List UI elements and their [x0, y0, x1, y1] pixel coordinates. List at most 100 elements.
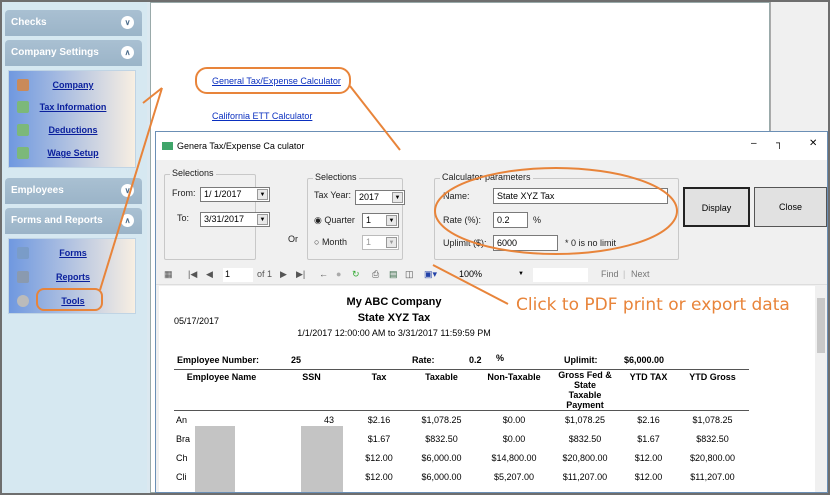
table-cell: $1,078.25	[564, 415, 606, 426]
chevron-down-icon[interactable]: ∨	[121, 16, 134, 29]
sidebar-item-tools[interactable]: Tools	[9, 293, 137, 311]
highlight-params	[434, 167, 678, 255]
tools-link[interactable]: Tools	[61, 296, 85, 306]
tax-year-value: 2017	[359, 192, 380, 202]
find-next-button[interactable]: Next	[631, 269, 650, 279]
group-legend: Selections	[170, 168, 216, 178]
dropdown-arrow-icon: ▼	[386, 237, 397, 248]
quarter-select[interactable]: 1 ▼	[362, 213, 399, 228]
reports-link[interactable]: Reports	[55, 272, 90, 282]
print-icon[interactable]: ⎙	[372, 269, 380, 279]
chevron-up-icon[interactable]: ∧	[121, 214, 134, 227]
forms-link[interactable]: Forms	[59, 248, 87, 258]
group-legend: Selections	[313, 172, 359, 182]
section-checks[interactable]: Checks ∨	[5, 10, 142, 36]
report-scrollbar[interactable]	[815, 286, 827, 492]
quarter-label: Quarter	[324, 215, 355, 225]
table-cell: $0.00	[502, 434, 526, 444]
employee-number: 25	[291, 355, 302, 365]
toggle-map-icon[interactable]: ▦	[164, 269, 173, 279]
rate-unit: %	[496, 353, 505, 363]
quarter-radio[interactable]: ◉ Quarter	[314, 215, 355, 225]
section-company-settings[interactable]: Company Settings ∧	[5, 40, 142, 66]
quarter-value: 1	[366, 215, 372, 225]
sidebar-item-tax-information[interactable]: Tax Information	[9, 99, 137, 117]
rate-input[interactable]: 0.2	[493, 212, 528, 228]
column-header: Taxable	[425, 372, 458, 382]
sidebar-item-forms[interactable]: Forms	[9, 245, 137, 263]
find-input[interactable]	[533, 268, 588, 282]
sidebar-item-reports[interactable]: Reports	[9, 269, 137, 287]
month-radio[interactable]: ○ Month	[314, 237, 347, 247]
from-date-picker[interactable]: 1/ 1/2017 ▼	[200, 187, 270, 202]
print-layout-icon[interactable]: ▤	[389, 269, 398, 279]
last-page-icon[interactable]: ▶|	[296, 269, 306, 279]
chevron-up-icon[interactable]: ∧	[121, 46, 134, 59]
sidebar-item-company[interactable]: Company	[9, 77, 137, 95]
column-header: Gross Fed & State Taxable Payment	[558, 370, 612, 410]
table-cell: $0.00	[502, 415, 526, 426]
company-name: My ABC Company	[346, 296, 442, 308]
annotation-text: Click to PDF print or export data	[516, 295, 790, 315]
selections-period-group: Selections Tax Year: 2017 ▼ ◉ Quarter 1 ▼ …	[307, 172, 405, 260]
close-window-button[interactable]: ✕	[809, 138, 818, 149]
table-cell: $2.16	[637, 415, 660, 426]
table-cell: An	[176, 415, 188, 426]
dropdown-arrow-icon[interactable]: ▼	[386, 215, 397, 226]
rate-label: Rate (%):	[443, 215, 482, 225]
tax-information-link[interactable]: Tax Information	[39, 102, 107, 112]
dropdown-arrow-icon[interactable]: ▼	[257, 189, 268, 200]
company-link[interactable]: Company	[52, 80, 94, 90]
stop-icon[interactable]: ●	[336, 269, 342, 279]
or-label: Or	[288, 234, 298, 244]
zoom-select[interactable]: 100% ▼	[446, 268, 528, 282]
table-cell: $12.00	[634, 453, 663, 463]
arrow-line	[99, 87, 163, 291]
general-tax-calculator-link[interactable]: General Tax/Expense Calculator	[212, 76, 341, 86]
prev-page-icon[interactable]: ◀	[206, 269, 213, 279]
uplimit-input[interactable]: 6000	[493, 235, 558, 251]
page-setup-icon[interactable]: ◫	[405, 269, 414, 279]
redaction-ssn	[301, 426, 343, 492]
money-plus-icon	[17, 147, 29, 159]
rate-value: 0.2	[469, 355, 482, 365]
uplimit-value: $6,000.00	[624, 355, 665, 365]
minimize-button[interactable]: –	[751, 138, 757, 149]
from-value: 1/ 1/2017	[204, 189, 242, 199]
app-icon	[162, 142, 173, 150]
scroll-thumb[interactable]	[817, 298, 825, 353]
company-settings-panel: Company Tax Information Deductions Wage …	[8, 70, 136, 168]
section-employees[interactable]: Employees ∨	[5, 178, 142, 204]
calculator-dialog: Genera Tax/Expense Ca culator – ┐ ✕ Sele…	[155, 131, 828, 493]
back-icon[interactable]: ←	[319, 269, 328, 279]
dropdown-arrow-icon[interactable]: ▼	[257, 214, 268, 225]
california-ett-calculator-link[interactable]: California ETT Calculator	[212, 111, 313, 121]
report-table: Employee Name SSN Tax Taxable Non-Taxabl…	[174, 369, 749, 487]
wage-setup-link[interactable]: Wage Setup	[47, 148, 99, 158]
next-page-icon[interactable]: ▶	[280, 269, 287, 279]
month-label: Month	[321, 237, 347, 247]
tax-year-select[interactable]: 2017 ▼	[355, 190, 405, 205]
dropdown-arrow-icon[interactable]: ▼	[392, 192, 403, 203]
table-cell: $14,800.00	[491, 453, 537, 463]
table-cell: $1,078.25	[692, 415, 733, 426]
maximize-button[interactable]: ┐	[776, 138, 784, 149]
to-value: 3/31/2017	[204, 214, 245, 224]
deductions-link[interactable]: Deductions	[48, 125, 98, 135]
name-input[interactable]: State XYZ Tax	[493, 188, 668, 204]
find-button[interactable]: Find	[601, 269, 619, 279]
to-date-picker[interactable]: 3/31/2017 ▼	[200, 212, 270, 227]
sidebar-item-wage-setup[interactable]: Wage Setup	[9, 145, 137, 163]
table-cell: $20,800.00	[689, 453, 736, 463]
close-button[interactable]: Close	[754, 187, 827, 227]
dialog-title: Genera Tax/Expense Ca culator	[177, 141, 305, 151]
employee-number-label: Employee Number:	[177, 355, 260, 365]
sidebar-item-deductions[interactable]: Deductions	[9, 122, 137, 140]
dialog-titlebar: Genera Tax/Expense Ca culator – ┐ ✕	[156, 132, 827, 160]
export-save-icon[interactable]: ▣▾	[424, 269, 438, 279]
forms-reports-panel: Forms Reports Tools	[8, 238, 136, 314]
refresh-icon[interactable]: ↻	[352, 269, 360, 279]
first-page-icon[interactable]: |◀	[188, 269, 198, 279]
display-button[interactable]: Display	[683, 187, 750, 227]
page-input[interactable]: 1	[223, 268, 253, 282]
